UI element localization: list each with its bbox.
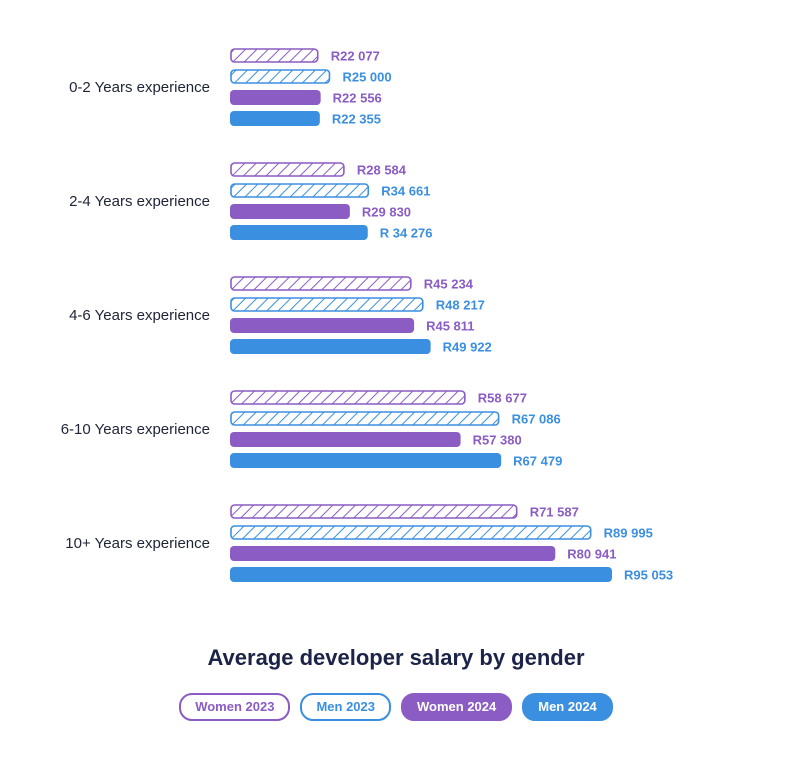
category-label-4-6-years-experience: 4-6 Years experience [69,307,210,324]
value-label-women-2023-6-10-years-experience: R58 677 [478,391,527,406]
legend: Women 2023 Men 2023 Women 2024 Men 2024 [0,693,792,721]
bar-men-2024-4-6-years-experience [230,339,431,354]
category-label-6-10-years-experience: 6-10 Years experience [61,421,210,438]
value-label-men-2024-6-10-years-experience: R67 479 [513,454,562,469]
value-label-women-2024-2-4-years-experience: R29 830 [362,205,411,220]
value-label-women-2023-4-6-years-experience: R45 234 [424,277,474,292]
bar-men-2023-2-4-years-experience [230,183,370,198]
value-label-women-2024-4-6-years-experience: R45 811 [426,319,474,334]
legend-item-men-2024[interactable]: Men 2024 [522,693,613,721]
bar-chart: 0-2 Years experience 2-4 Years experience… [61,48,673,583]
legend-item-men-2023[interactable]: Men 2023 [300,693,391,721]
value-label-men-2023-6-10-years-experience: R67 086 [512,412,561,427]
legend-item-women-2023[interactable]: Women 2023 [179,693,291,721]
value-label-women-2024-6-10-years-experience: R57 380 [473,433,522,448]
bars [230,48,612,582]
category-label-0-2-years-experience: 0-2 Years experience [69,79,210,96]
bar-women-2023-0-2-years-experience [230,48,319,63]
value-labels: R22 077 R25 000 R22 556 R22 355 R28 584 R34 6… [331,49,673,583]
chart-title: Average developer salary by gender [207,645,585,670]
bar-men-2023-6-10-years-experience [230,411,500,426]
bar-men-2024-2-4-years-experience [230,225,368,240]
category-label-2-4-years-experience: 2-4 Years experience [69,193,210,210]
bar-women-2024-10-years-experience [230,546,556,561]
bar-women-2024-2-4-years-experience [230,204,350,219]
bar-men-2023-10-years-experience [230,525,592,540]
bar-women-2023-10-years-experience [230,504,518,519]
value-label-men-2023-10-years-experience: R89 995 [604,526,653,541]
bar-women-2024-6-10-years-experience [230,432,461,447]
value-label-women-2024-10-years-experience: R80 941 [567,547,616,562]
bar-women-2023-4-6-years-experience [230,276,412,291]
bar-men-2024-0-2-years-experience [230,111,320,126]
value-label-women-2023-2-4-years-experience: R28 584 [357,163,407,178]
bar-men-2023-0-2-years-experience [230,69,331,84]
value-label-men-2023-4-6-years-experience: R48 217 [436,298,485,313]
category-labels: 0-2 Years experience 2-4 Years experience… [61,79,210,552]
bar-men-2024-10-years-experience [230,567,612,582]
value-label-men-2023-0-2-years-experience: R25 000 [342,70,391,85]
category-label-10-years-experience: 10+ Years experience [65,535,210,552]
value-label-women-2023-10-years-experience: R71 587 [530,505,579,520]
bar-men-2024-6-10-years-experience [230,453,502,468]
legend-item-women-2024[interactable]: Women 2024 [401,693,513,721]
value-label-men-2024-0-2-years-experience: R22 355 [332,112,381,127]
value-label-women-2023-0-2-years-experience: R22 077 [331,49,380,64]
bar-women-2023-2-4-years-experience [230,162,345,177]
value-label-men-2024-4-6-years-experience: R49 922 [443,340,492,355]
bar-women-2023-6-10-years-experience [230,390,466,405]
value-label-men-2024-2-4-years-experience: R 34 276 [380,226,433,241]
bar-women-2024-0-2-years-experience [230,90,321,105]
bar-men-2023-4-6-years-experience [230,297,424,312]
value-label-women-2024-0-2-years-experience: R22 556 [333,91,382,106]
value-label-men-2023-2-4-years-experience: R34 661 [381,184,430,199]
bar-women-2024-4-6-years-experience [230,318,415,333]
value-label-men-2024-10-years-experience: R95 053 [624,568,673,583]
